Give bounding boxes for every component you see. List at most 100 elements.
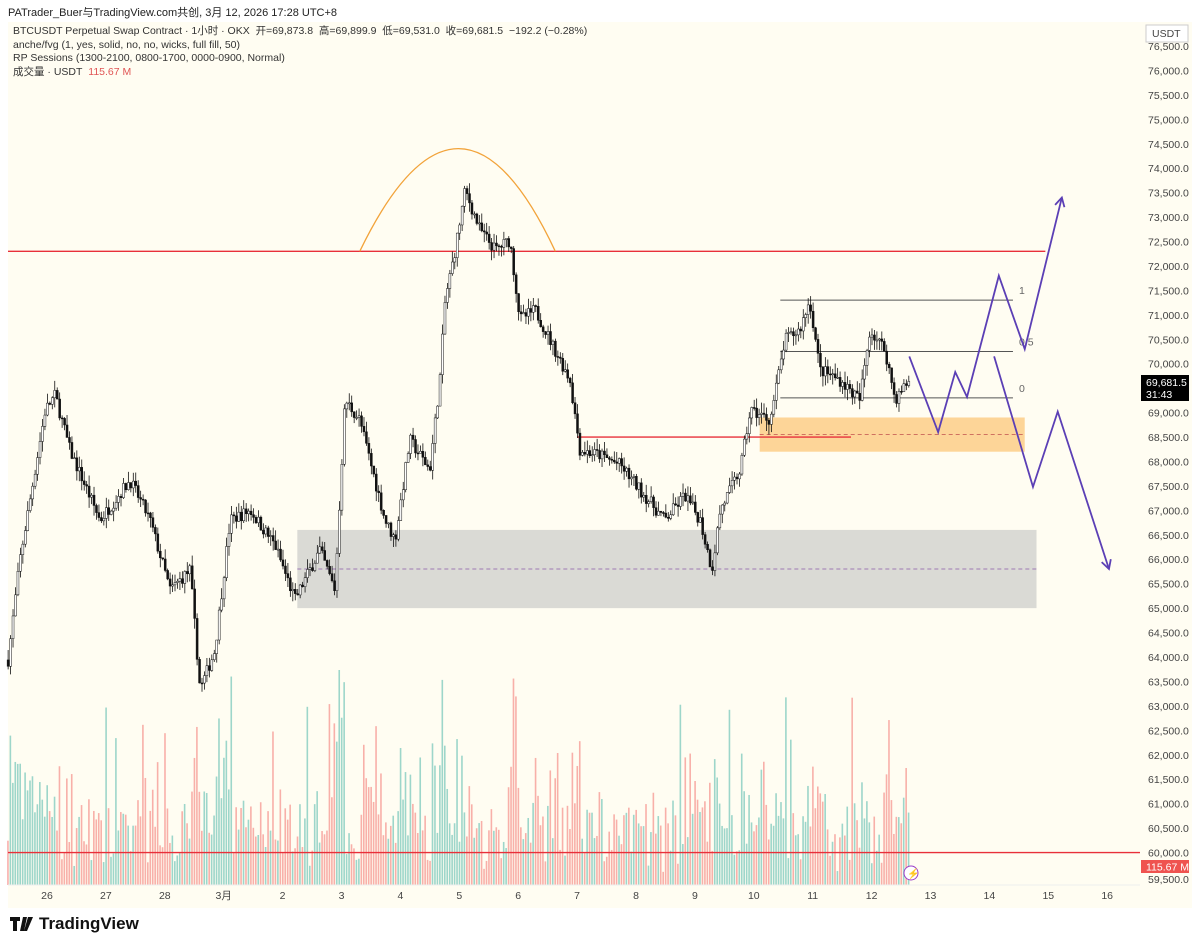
candle-body — [313, 562, 317, 571]
candle-body — [878, 338, 881, 341]
volume-bar — [561, 807, 564, 885]
volume-bar — [48, 811, 51, 885]
volume-bar — [686, 837, 689, 885]
indicator-volume[interactable]: 成交量 · USDT 115.67 M — [13, 66, 587, 80]
volume-bar — [534, 757, 537, 885]
candle-body — [406, 453, 410, 463]
candle-body — [836, 377, 839, 379]
candle-body — [644, 494, 648, 504]
candle-body — [463, 188, 466, 207]
candle-body — [701, 517, 704, 535]
indicator-fvg[interactable]: anche/fvg (1, yes, solid, no, no, wicks,… — [13, 38, 241, 51]
volume-bar — [861, 782, 863, 885]
volume-bar — [556, 753, 559, 885]
currency-box[interactable] — [1145, 24, 1189, 43]
candle-body — [213, 653, 216, 661]
candle-body — [294, 589, 297, 594]
volume-bar — [39, 782, 41, 885]
candle-body — [242, 508, 245, 522]
volume-bar — [632, 814, 635, 885]
candle-body — [171, 584, 174, 587]
candle-body — [360, 415, 363, 427]
volume-bar — [596, 835, 598, 885]
volume-bar — [453, 823, 456, 885]
volume-bar — [19, 763, 21, 885]
candle-body — [738, 473, 741, 480]
candle-body — [279, 548, 282, 561]
candle-body — [524, 312, 528, 317]
volume-bar — [416, 833, 419, 885]
candle-body — [637, 482, 641, 490]
volume-bar — [583, 853, 586, 885]
volume-bar — [387, 838, 390, 885]
volume-bar — [593, 838, 596, 885]
candle-body — [38, 441, 42, 458]
volume-bar — [250, 806, 252, 885]
volume-bar — [819, 793, 822, 885]
volume-bar — [58, 766, 61, 885]
candle-body — [568, 377, 572, 384]
candle-body — [838, 377, 842, 387]
indicator-sessions[interactable]: RP Sessions (1300-2100, 0800-1700, 0000-… — [13, 52, 285, 64]
price-tick-label: 70,500.0 — [1148, 334, 1189, 346]
volume-bar — [213, 815, 215, 885]
candle-body — [21, 543, 25, 555]
candle-body — [694, 501, 697, 513]
candle-body — [424, 457, 427, 466]
volume-bar — [807, 785, 809, 885]
price-tick-label: 67,000.0 — [1148, 505, 1189, 517]
candle-body — [274, 540, 277, 550]
volume-bar — [439, 765, 441, 885]
price-tick-label: 76,000.0 — [1148, 65, 1189, 77]
volume-bar — [451, 834, 453, 885]
volume-bar — [743, 791, 745, 885]
chart-panel[interactable] — [8, 22, 1192, 908]
price-tick-label: 60,500.0 — [1148, 823, 1189, 835]
bearish-projection-arrowhead-icon — [1101, 559, 1112, 571]
candle-body — [289, 577, 292, 592]
candle-body — [129, 482, 133, 489]
candle-body — [308, 567, 312, 570]
candle-body — [323, 550, 326, 561]
volume-bar — [186, 823, 188, 885]
volume-bar — [780, 802, 782, 885]
candle-body — [375, 473, 378, 492]
volume-bar — [470, 804, 473, 885]
lightning-icon[interactable] — [903, 865, 919, 881]
price-tick-label: 72,500.0 — [1148, 237, 1189, 249]
candle-body — [833, 373, 837, 379]
volume-bar — [537, 795, 539, 885]
volume-bar — [112, 853, 115, 885]
candle-body — [617, 458, 621, 464]
volume-bar — [564, 855, 566, 885]
tradingview-logo[interactable]: TradingView — [10, 914, 139, 934]
candle-body — [298, 584, 302, 596]
volume-bar — [407, 835, 409, 885]
candle-body — [608, 457, 611, 460]
candle-body — [765, 414, 768, 421]
candle-body — [473, 213, 476, 216]
candle-body — [60, 417, 64, 420]
candle-body — [102, 518, 106, 522]
volume-bar — [78, 816, 80, 885]
candle-body — [681, 492, 685, 497]
volume-bar — [385, 822, 387, 885]
symbol-title[interactable]: BTCUSDT Perpetual Swap Contract · 1小时 · … — [13, 25, 250, 37]
candle-body — [885, 350, 888, 365]
candle-body — [139, 497, 142, 500]
volume-bar — [701, 807, 704, 885]
candle-body — [632, 476, 636, 478]
volume-bar — [704, 801, 706, 885]
volume-bar — [63, 852, 66, 885]
candle-body — [505, 238, 508, 240]
candle-body — [806, 304, 810, 315]
volume-bar — [745, 843, 748, 885]
volume-bar — [728, 709, 731, 885]
volume-bar — [220, 798, 223, 885]
volume-bars — [7, 670, 910, 885]
volume-bar — [232, 852, 235, 885]
volume-bar — [650, 832, 652, 885]
candle-body — [433, 417, 437, 444]
price-tick-label: 61,500.0 — [1148, 774, 1189, 786]
